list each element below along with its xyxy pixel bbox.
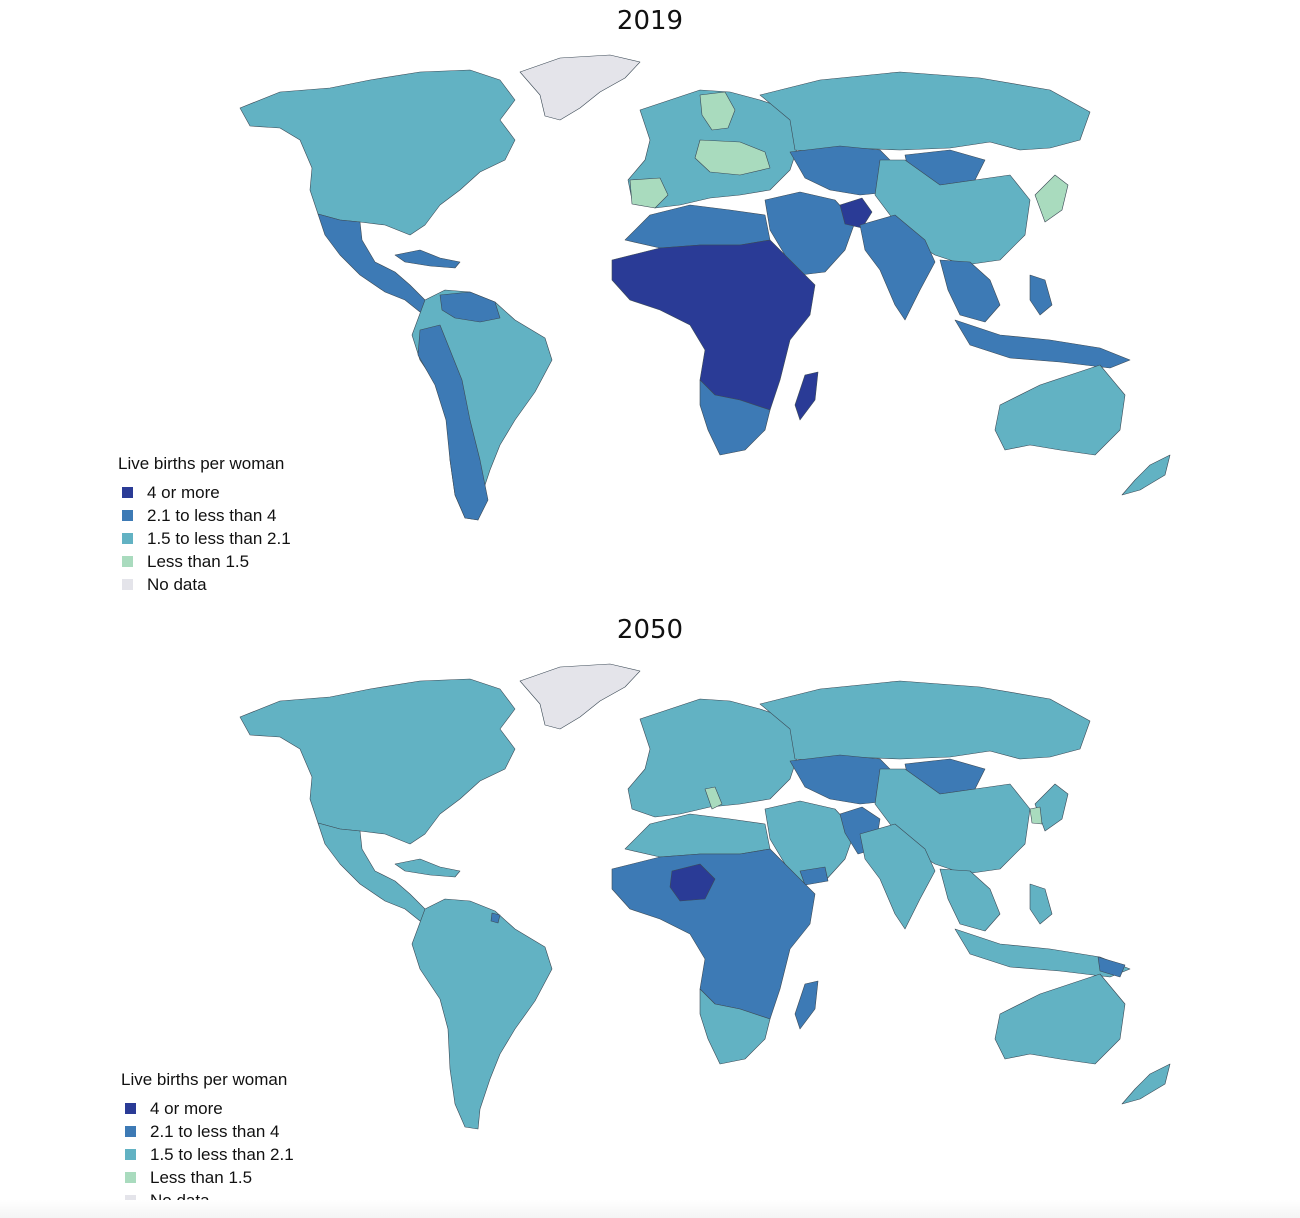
legend-item-1-5-to-2-1: 1.5 to less than 2.1 [118,527,291,550]
region-middle-east [764,800,856,885]
region-new-zealand [1121,454,1171,496]
region-caribbean [394,249,461,269]
legend-label: Less than 1.5 [147,552,250,571]
region-africa-north [624,813,771,858]
legend-swatch [122,533,133,544]
map-title-2019: 2019 [616,6,684,36]
legend-label: 2.1 to less than 4 [147,506,277,525]
region-south-asia [859,214,936,321]
legend-swatch [125,1103,136,1114]
region-indonesia [954,319,1131,369]
region-madagascar [794,980,819,1030]
region-papua [1097,956,1126,978]
legend-label: 1.5 to less than 2.1 [150,1145,294,1164]
legend-item-1-5-to-2-1: 1.5 to less than 2.1 [121,1143,294,1166]
legend-item-less-than-1-5: Less than 1.5 [121,1166,294,1189]
legend-label: Less than 1.5 [150,1168,253,1187]
region-south-america [411,898,553,1130]
legend-swatch [122,487,133,498]
region-philippines [1029,883,1053,925]
world-map-2050 [239,663,1171,1130]
legend-swatch [125,1149,136,1160]
region-niger [669,863,716,902]
region-middle-east [764,191,856,276]
region-afghanistan [839,197,873,229]
region-africa-south [699,379,771,456]
legend-label: 1.5 to less than 2.1 [147,529,291,548]
legend-item-4-or-more: 4 or more [121,1097,294,1120]
region-south-asia [859,823,936,930]
legend-item-less-than-1-5: Less than 1.5 [118,550,291,573]
region-venezuela-guyana [439,291,501,323]
region-europe [627,698,801,818]
region-italy-greece [704,786,723,810]
legend-label: 4 or more [147,483,220,502]
region-new-zealand [1121,1063,1171,1105]
region-south-america-andes [417,324,489,521]
page-bottom-edge [0,1200,1300,1218]
region-africa-central [611,848,816,1020]
region-madagascar [794,371,819,421]
region-north-america [239,678,516,845]
legend-swatch [122,579,133,590]
region-southeast-asia [939,868,1001,932]
legend-item-2-1-to-4: 2.1 to less than 4 [118,504,291,527]
region-europe-low [694,139,771,176]
region-japan [1034,783,1069,832]
region-russia [759,680,1091,762]
legend-item-4-or-more: 4 or more [118,481,291,504]
legend-title: Live births per woman [121,1070,288,1089]
legend-item-2-1-to-4: 2.1 to less than 4 [121,1120,294,1143]
map-title-2050: 2050 [616,615,684,645]
map-panel-2019: 2019 Live births per woman 4 or more 2.1… [118,6,1171,596]
region-north-america [239,69,516,236]
legend-label: 4 or more [150,1099,223,1118]
region-iberia [629,177,669,209]
region-scandinavia [699,91,736,131]
legend-label: No data [147,575,207,594]
region-french-guiana [490,912,501,924]
legend-2019: Live births per woman 4 or more 2.1 to l… [118,452,291,596]
legend-swatch [122,556,133,567]
region-africa-north [624,204,771,249]
legend-swatch [125,1126,136,1137]
legend-swatch [125,1172,136,1183]
map-panel-2050: 2050 Live births per woman 4 or more 2.1… [0,609,1300,1218]
region-africa-south [699,988,771,1065]
legend-title: Live births per woman [118,454,285,473]
region-caribbean [394,858,461,878]
region-southeast-asia [939,259,1001,323]
legend-label: 2.1 to less than 4 [150,1122,280,1141]
legend-item-no-data: No data [118,573,291,596]
region-australia [994,973,1126,1065]
world-map-2019 [239,54,1171,521]
legend-2050: Live births per woman 4 or more 2.1 to l… [121,1068,294,1212]
region-australia [994,364,1126,456]
region-korea [1029,806,1043,825]
region-russia [759,71,1091,153]
legend-swatch [122,510,133,521]
region-philippines [1029,274,1053,316]
region-africa-central [611,239,816,411]
region-greenland [519,663,641,730]
region-japan [1034,174,1069,223]
region-yemen [799,866,829,886]
region-greenland [519,54,641,121]
